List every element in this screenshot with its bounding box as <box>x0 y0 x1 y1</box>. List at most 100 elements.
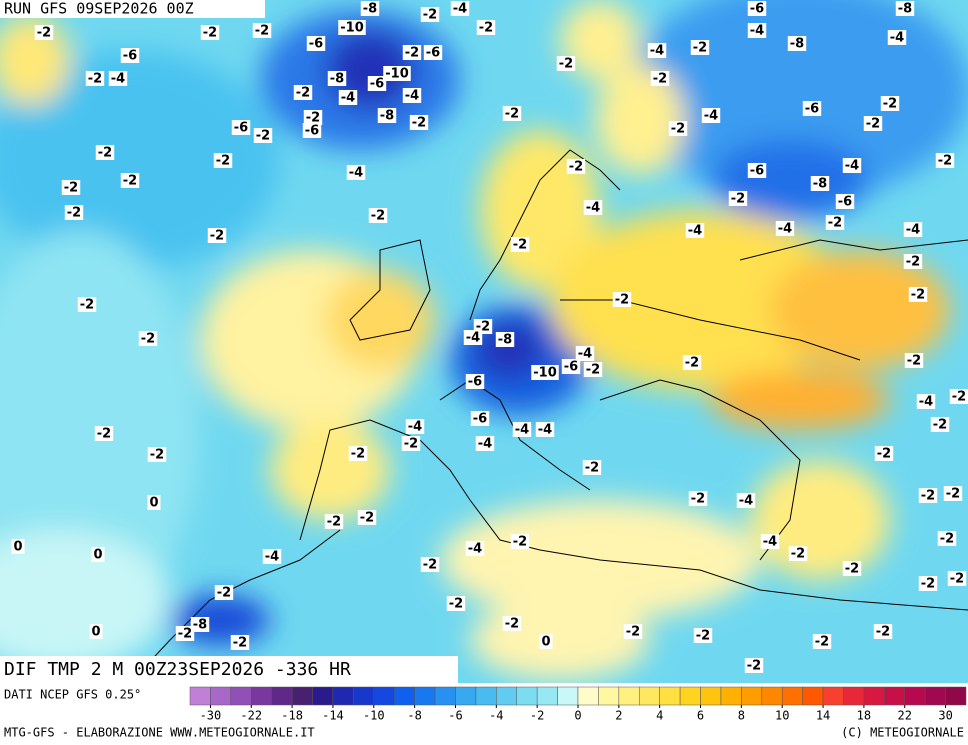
contour-label: -2 <box>505 617 519 632</box>
contour-label: -4 <box>408 420 422 435</box>
contour-label-box <box>465 541 485 556</box>
contour-label-box <box>575 346 595 361</box>
contour-label: -2 <box>405 46 419 61</box>
contour-label: -2 <box>815 635 829 650</box>
contour-label: -6 <box>473 412 487 427</box>
colorbar-swatch <box>434 686 456 706</box>
contour-label: -2 <box>950 572 964 587</box>
colorbar-swatch <box>455 686 477 706</box>
contour-label: -2 <box>255 24 269 39</box>
contour-label: -4 <box>466 331 480 346</box>
contour-label-box <box>147 495 161 510</box>
contour-label-box <box>367 76 387 91</box>
colorbar-swatch <box>516 686 538 706</box>
contour-label: -4 <box>453 2 467 17</box>
colorbar-tick-label: -22 <box>240 709 262 723</box>
contour-label-box <box>465 374 485 389</box>
contour-label-box <box>402 45 422 60</box>
contour-label: -2 <box>216 154 230 169</box>
contour-label: -2 <box>306 111 320 126</box>
colorbar-swatch <box>802 686 824 706</box>
contour-label-box <box>302 123 322 138</box>
colorbar-tick-label: -14 <box>322 709 344 723</box>
contour-label-box <box>11 539 25 554</box>
colorbar-swatch <box>904 686 926 706</box>
contour-label: -2 <box>569 160 583 175</box>
contour-label-box <box>918 488 938 503</box>
contour-label-box <box>147 447 167 462</box>
colorbar-swatch <box>679 686 701 706</box>
contour-label: -2 <box>513 238 527 253</box>
contour-label: -4 <box>778 222 792 237</box>
contour-label-box <box>231 120 251 135</box>
contour-label-box <box>402 88 422 103</box>
contour-label: -2 <box>731 192 745 207</box>
contour-label: -4 <box>405 89 419 104</box>
contour-label: -2 <box>626 625 640 640</box>
colorbar-swatch <box>659 686 681 706</box>
contour-label-box <box>401 436 421 451</box>
source-label: DATI NCEP GFS 0.25° <box>4 688 141 702</box>
colorbar-swatch <box>781 686 803 706</box>
contour-label-box <box>230 635 250 650</box>
contour-label: -2 <box>88 72 102 87</box>
contour-label-box <box>346 165 366 180</box>
contour-label: -2 <box>911 288 925 303</box>
contour-label: -2 <box>693 41 707 56</box>
colorbar-swatch <box>414 686 436 706</box>
contour-label-box <box>728 191 748 206</box>
contour-label-box <box>207 228 227 243</box>
contour-label-box <box>668 121 688 136</box>
contour-label: -2 <box>404 437 418 452</box>
colorbar-swatch <box>189 686 211 706</box>
contour-label: -2 <box>828 216 842 231</box>
contour-label-box <box>348 446 368 461</box>
contour-label-box <box>874 446 894 461</box>
contour-label: -4 <box>688 224 702 239</box>
contour-label: -4 <box>265 550 279 565</box>
contour-label-box <box>324 514 344 529</box>
contour-label: -2 <box>80 298 94 313</box>
contour-label: -6 <box>370 77 384 92</box>
run-box <box>0 0 265 18</box>
contour-label: -4 <box>111 72 125 87</box>
contour-label: -10 <box>340 21 364 36</box>
contour-label: -4 <box>538 423 552 438</box>
copyright-label: (C) METEOGIORNALE <box>841 726 964 740</box>
contour-label: -2 <box>559 57 573 72</box>
contour-label: -2 <box>412 116 426 131</box>
colorbar-tick-label: 30 <box>938 709 952 723</box>
contour-label-box <box>502 616 522 631</box>
contour-label-box <box>904 353 924 368</box>
contour-label: -2 <box>505 107 519 122</box>
contour-label: -2 <box>256 129 270 144</box>
contour-label: -2 <box>203 26 217 41</box>
contour-label: -8 <box>790 37 804 52</box>
contour-label: -8 <box>498 333 512 348</box>
contour-label-box <box>91 547 105 562</box>
contour-label-box <box>947 571 967 586</box>
contour-label-box <box>556 56 576 71</box>
contour-label: -2 <box>685 356 699 371</box>
contour-label-box <box>89 624 103 639</box>
colorbar-swatch <box>312 686 334 706</box>
contour-label: -2 <box>97 427 111 442</box>
contour-label: -6 <box>309 37 323 52</box>
contour-label: -2 <box>696 629 710 644</box>
colorbar-tick-label: 6 <box>697 709 704 723</box>
contour-label-box <box>120 48 140 63</box>
contour-label-box <box>903 222 923 237</box>
contour-label-box <box>61 180 81 195</box>
contour-label-box <box>747 23 767 38</box>
contour-label: -6 <box>838 195 852 210</box>
contour-label-box <box>510 237 530 252</box>
contour-label-box <box>935 153 955 168</box>
contour-label-box <box>583 200 603 215</box>
contour-label: -2 <box>907 354 921 369</box>
contour-label: -6 <box>123 49 137 64</box>
colorbar-tick-label: 22 <box>898 709 912 723</box>
credit-label: MTG-GFS - ELABORAZIONE WWW.METEOGIORNALE… <box>4 726 315 740</box>
contour-label: -2 <box>423 8 437 23</box>
colorbar-tick-label: -8 <box>407 709 421 723</box>
